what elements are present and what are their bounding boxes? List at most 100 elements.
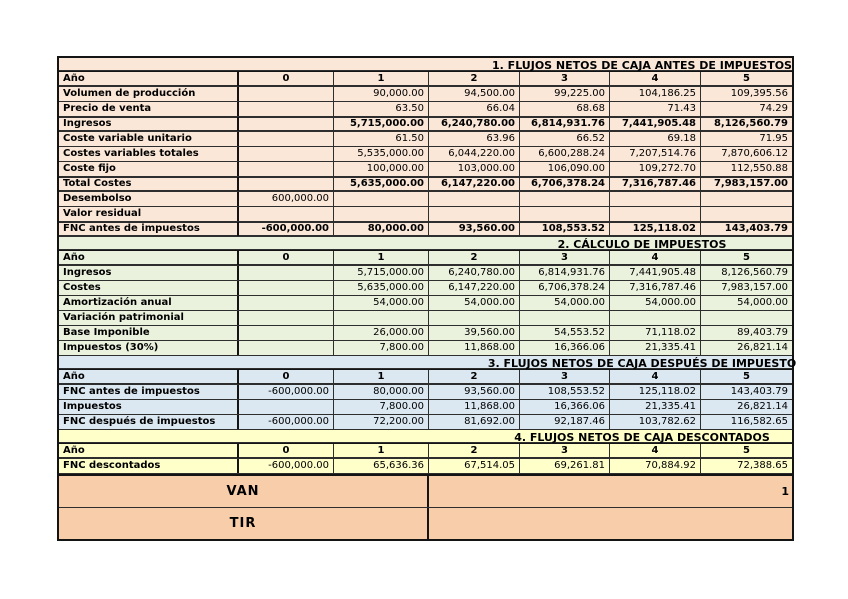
- cell-value: 90,000.00: [334, 87, 429, 101]
- cell-value: 21,335.41: [610, 341, 701, 355]
- cell-value: 11,868.00: [429, 341, 520, 355]
- cell-value: 7,983,157.00: [713, 178, 788, 189]
- cell-value: 125,118.02: [610, 222, 701, 236]
- cell-value: 7,316,787.46: [610, 281, 701, 295]
- cell-value: [334, 192, 429, 206]
- cell-value: 143,403.79: [730, 386, 788, 397]
- cell-value: 54,000.00: [334, 296, 429, 310]
- cell-value: 54,000.00: [520, 296, 610, 310]
- cell-value: 6,240,780.00: [429, 117, 520, 131]
- cell-value: 69.18: [610, 132, 701, 146]
- cell-value: 80,000.00: [334, 385, 429, 399]
- cell-value: [239, 162, 334, 176]
- table-row: Ingresos 5,715,000.00 6,240,780.00 6,814,93…: [59, 117, 792, 132]
- table-row: Costes 5,635,000.00 6,147,220.00 6,706,378.…: [59, 281, 792, 296]
- row-label: Volumen de producción: [59, 87, 239, 101]
- cell-value: 7,441,905.48: [610, 117, 701, 131]
- year-row-label: Año: [59, 251, 239, 265]
- row-label: Total Costes: [59, 177, 239, 191]
- cell-value: 7,983,157.00: [721, 282, 788, 293]
- row-label: Coste fijo: [59, 162, 239, 176]
- row-label: Variación patrimonial: [59, 311, 239, 325]
- year-cell: 1: [334, 370, 429, 384]
- cell-value: 66.52: [520, 132, 610, 146]
- cell-value: -600,000.00: [239, 222, 334, 236]
- cell-value: 109,272.70: [610, 162, 701, 176]
- cell-value: 63.96: [429, 132, 520, 146]
- cell-value: 6,814,931.76: [520, 117, 610, 131]
- cell-value: 61.50: [334, 132, 429, 146]
- cell-value: 8,126,560.79: [713, 118, 788, 129]
- cell-value: [610, 192, 701, 206]
- year-cell: 4: [610, 370, 701, 384]
- table-row: FNC antes de impuestos -600,000.00 80,000.…: [59, 222, 792, 237]
- cell-value: 39,560.00: [429, 326, 520, 340]
- table-row: Coste variable unitario 61.50 63.96 66.52 69…: [59, 132, 792, 147]
- year-cell: 2: [429, 444, 520, 458]
- table-row: Coste fijo 100,000.00 103,000.00 106,090.00…: [59, 162, 792, 177]
- tir-row: TIR: [59, 507, 792, 539]
- cell-value: 54,000.00: [610, 296, 701, 310]
- cell-value: 104,186.25: [610, 87, 701, 101]
- year-cell: 4: [610, 72, 701, 86]
- table-row: Ingresos 5,715,000.00 6,240,780.00 6,814,93…: [59, 266, 792, 281]
- table-row: Impuestos (30%) 7,800.00 11,868.00 16,366.0…: [59, 341, 792, 356]
- cell-value: 8,126,560.79: [721, 267, 788, 278]
- cell-value: 6,044,220.00: [429, 147, 520, 161]
- cell-value: [239, 266, 334, 280]
- year-cell: 3: [520, 251, 610, 265]
- section-title: 4. FLUJOS NETOS DE CAJA DESCONTADOS: [514, 430, 770, 444]
- year-cell: 0: [239, 444, 334, 458]
- cell-value: [239, 87, 334, 101]
- cell-value: 5,635,000.00: [334, 281, 429, 295]
- year-cell: 5: [743, 371, 750, 382]
- row-label: FNC después de impuestos: [59, 415, 239, 429]
- table-row: FNC después de impuestos -600,000.00 72,20…: [59, 415, 792, 430]
- section-title: 2. CÁLCULO DE IMPUESTOS: [557, 237, 727, 251]
- table-row: Desembolso 600,000.00: [59, 192, 792, 207]
- cell-value: 112,550.88: [730, 163, 788, 174]
- cell-value: [239, 341, 334, 355]
- cell-value: 6,600,288.24: [520, 147, 610, 161]
- cell-value: [701, 207, 792, 221]
- cell-value: [520, 207, 610, 221]
- cell-value: 54,553.52: [520, 326, 610, 340]
- year-cell: 5: [743, 73, 750, 84]
- year-cell: 4: [610, 444, 701, 458]
- cell-value: [239, 207, 334, 221]
- cell-value: 106,090.00: [520, 162, 610, 176]
- section-band-1: 1. FLUJOS NETOS DE CAJA ANTES DE IMPUEST…: [59, 58, 792, 72]
- cell-value: 6,706,378.24: [520, 177, 610, 191]
- year-cell: 2: [429, 251, 520, 265]
- cell-value: 26,000.00: [334, 326, 429, 340]
- cell-value: [701, 192, 792, 206]
- cell-value: 54,000.00: [429, 296, 520, 310]
- year-cell: 2: [429, 72, 520, 86]
- table-row: Variación patrimonial: [59, 311, 792, 326]
- cell-value: 21,335.41: [610, 400, 701, 414]
- cell-value: 26,821.14: [737, 401, 788, 412]
- cell-value: [429, 311, 520, 325]
- cell-value: 71.95: [759, 133, 788, 144]
- cell-value: [610, 311, 701, 325]
- tir-label: TIR: [59, 508, 429, 539]
- cell-value: -600,000.00: [239, 459, 334, 473]
- year-cell: 3: [520, 72, 610, 86]
- cell-value: 67,514.05: [429, 459, 520, 473]
- year-header-row: Año 0 1 2 3 4 5: [59, 370, 792, 385]
- year-cell: 5: [743, 445, 750, 456]
- year-cell: 4: [610, 251, 701, 265]
- row-label: Impuestos (30%): [59, 341, 239, 355]
- row-label: Base Imponible: [59, 326, 239, 340]
- van-label: VAN: [59, 476, 429, 507]
- cell-value: 92,187.46: [520, 415, 610, 429]
- cell-value: 89,403.79: [737, 327, 788, 338]
- row-label: Ingresos: [59, 266, 239, 280]
- cell-value: 81,692.00: [429, 415, 520, 429]
- cell-value: 72,388.65: [737, 460, 788, 471]
- cell-value: [239, 296, 334, 310]
- cell-value: 93,560.00: [429, 222, 520, 236]
- cell-value: [239, 132, 334, 146]
- cell-value: 16,366.06: [520, 341, 610, 355]
- van-row: VAN 1: [59, 474, 792, 507]
